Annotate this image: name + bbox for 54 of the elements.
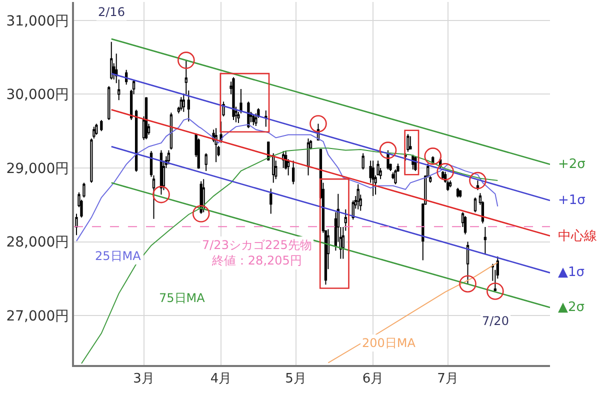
candlestick [442, 170, 444, 180]
candlestick [448, 180, 452, 188]
x-tick-label: 3月 [133, 372, 154, 387]
candlestick [264, 110, 268, 128]
annotation: 2/16 [98, 5, 125, 19]
candlestick [180, 96, 182, 111]
y-tick-label: 29,000円 [6, 160, 70, 177]
candlestick [160, 150, 163, 196]
y-tick-label: 31,000円 [6, 13, 70, 30]
candlestick [376, 160, 380, 176]
series-label: 25日MA [95, 249, 142, 263]
candlestick [474, 197, 477, 213]
annotation: 7/20 [482, 314, 509, 328]
series-label: +2σ [558, 157, 586, 172]
series-label: 200日MA [362, 336, 416, 350]
candlestick [464, 215, 467, 235]
candlestick [214, 128, 218, 163]
candlestick [167, 150, 170, 165]
x-tick-label: 4月 [210, 372, 232, 387]
candlestick [252, 114, 255, 126]
candlestick [197, 138, 200, 170]
candlestick [414, 156, 417, 172]
y-tick-label: 28,000円 [6, 234, 70, 251]
y-tick-label: 27,000円 [6, 308, 70, 324]
candlestick [306, 138, 310, 176]
candlestick [270, 188, 272, 214]
candlestick [232, 76, 235, 121]
candlestick [458, 190, 462, 198]
series-label: 中心線 [558, 228, 597, 244]
candlestick [220, 121, 222, 144]
candlestick [204, 152, 208, 172]
candlestick [466, 241, 470, 284]
candlestick [476, 180, 480, 191]
candlestick [292, 160, 295, 185]
text: 75日MA [159, 291, 206, 305]
candlestick [372, 160, 374, 197]
candlestick [406, 134, 410, 152]
ref-line-label: 7/23シカゴ225先物終値：28,205円 [202, 238, 312, 268]
candlestick [362, 152, 364, 170]
y-tick-label: 30,000円 [6, 87, 70, 104]
candlestick [282, 150, 285, 169]
candlestick [272, 152, 275, 184]
x-tick-label: 6月 [362, 372, 384, 387]
candlestick [392, 172, 394, 180]
candlestick [144, 96, 148, 140]
series-label: +1σ [558, 193, 586, 208]
x-tick-label: 7月 [437, 372, 458, 387]
series-label: ▲2σ [558, 300, 585, 315]
candlestick [409, 136, 412, 150]
series-label: ▲1σ [558, 265, 585, 280]
candlestick [484, 226, 487, 255]
candlestick [456, 187, 460, 198]
x-tick-label: 5月 [285, 372, 306, 387]
candlestick [356, 184, 360, 210]
